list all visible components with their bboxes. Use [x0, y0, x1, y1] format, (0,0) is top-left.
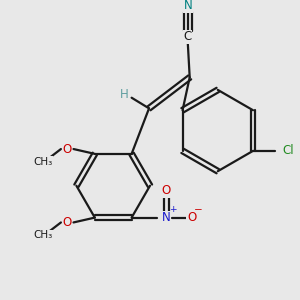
Text: C: C — [184, 30, 192, 43]
Text: CH₃: CH₃ — [33, 157, 52, 166]
Text: O: O — [62, 142, 71, 155]
Text: Cl: Cl — [282, 144, 294, 158]
Text: N: N — [183, 0, 192, 12]
Text: CH₃: CH₃ — [33, 230, 52, 240]
Text: N: N — [162, 211, 171, 224]
Text: O: O — [62, 216, 71, 229]
Text: +: + — [169, 206, 177, 214]
Text: O: O — [162, 184, 171, 197]
Text: O: O — [187, 211, 196, 224]
Text: H: H — [119, 88, 128, 101]
Text: −: − — [194, 205, 203, 215]
